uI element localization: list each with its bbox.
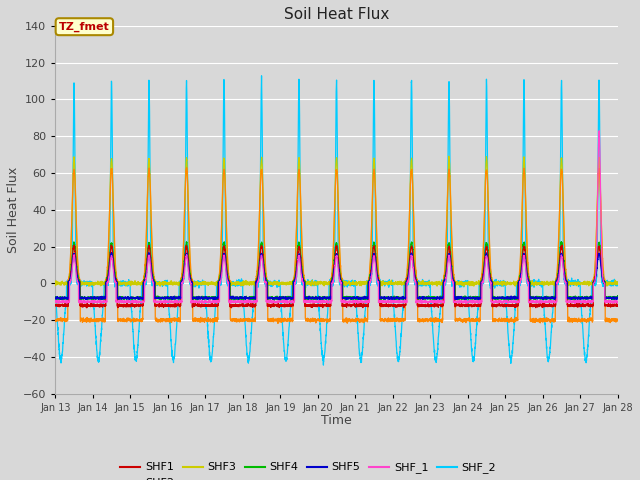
- Legend: SHF1, SHF2, SHF3, SHF4, SHF5, SHF_1, SHF_2: SHF1, SHF2, SHF3, SHF4, SHF5, SHF_1, SHF…: [116, 458, 501, 480]
- X-axis label: Time: Time: [321, 414, 352, 427]
- Y-axis label: Soil Heat Flux: Soil Heat Flux: [7, 167, 20, 253]
- Title: Soil Heat Flux: Soil Heat Flux: [284, 7, 389, 22]
- Text: TZ_fmet: TZ_fmet: [59, 22, 109, 32]
